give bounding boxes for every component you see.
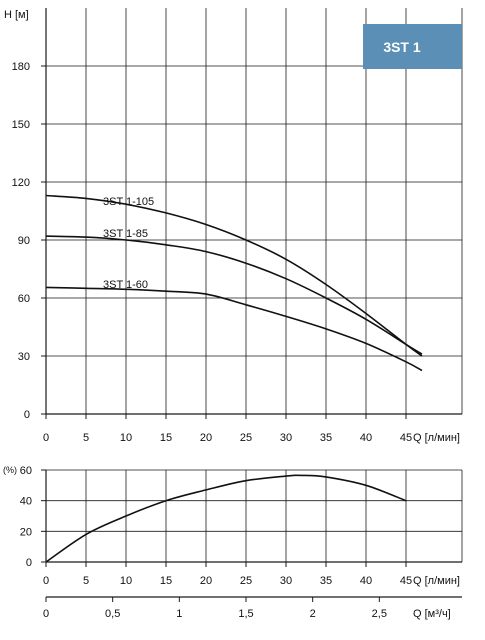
head-curve-label: 3ST 1-85	[103, 228, 148, 240]
head-curve-line	[45, 286, 423, 372]
head-x-tick-label: 25	[240, 432, 252, 444]
efficiency-x-tick-label: 20	[200, 575, 212, 587]
head-curve-label: 3ST 1-60	[103, 279, 148, 291]
head-x-axis-label: Q [л/мин]	[413, 432, 460, 444]
flow-m3h-axis-label: Q [м³/ч]	[413, 608, 451, 620]
flow-m3h-tick-label: 0	[43, 608, 49, 620]
head-x-tick-label: 0	[43, 432, 49, 444]
head-y-tick-label: 30	[18, 351, 30, 363]
efficiency-x-tick-label: 25	[240, 575, 252, 587]
head-curve-line	[45, 194, 423, 357]
efficiency-x-tick-label: 0	[43, 575, 49, 587]
head-curves	[45, 194, 423, 372]
efficiency-chart-grid	[45, 469, 463, 563]
efficiency-y-tick-label: 20	[20, 526, 32, 538]
efficiency-x-tick-label: 30	[280, 575, 292, 587]
efficiency-x-tick-label: 15	[160, 575, 172, 587]
efficiency-y-tick-label: 60	[20, 465, 32, 477]
flow-m3h-axis: 0 0,5 1 1,5 2 2,5 Q [м³/ч]	[43, 596, 462, 620]
head-y-tick-label: 0	[24, 409, 30, 421]
head-y-tick-label: 90	[18, 235, 30, 247]
head-x-tick-label: 5	[83, 432, 89, 444]
efficiency-x-tick-label: 10	[120, 575, 132, 587]
head-y-tick-label: 150	[12, 119, 30, 131]
head-x-tick-label: 35	[320, 432, 332, 444]
head-y-tick-label: 120	[12, 177, 30, 189]
head-x-tick-label: 45	[400, 432, 412, 444]
head-curve-label: 3ST 1-105	[103, 196, 154, 208]
efficiency-curve	[45, 474, 407, 563]
flow-m3h-tick-label: 1	[176, 608, 182, 620]
efficiency-x-tick-label: 5	[83, 575, 89, 587]
efficiency-x-axis-label: Q [л/мин]	[413, 575, 460, 587]
head-y-tick-label: 180	[12, 61, 30, 73]
head-x-tick-label: 20	[200, 432, 212, 444]
efficiency-y-tick-label: 0	[26, 557, 32, 569]
flow-m3h-tick-label: 0,5	[105, 608, 120, 620]
efficiency-x-tick-label: 45	[400, 575, 412, 587]
flow-m3h-tick-label: 2,5	[372, 608, 387, 620]
model-badge: 3ST 1	[363, 24, 462, 69]
head-x-tick-label: 15	[160, 432, 172, 444]
head-chart-axes: 0 5 10 15 20 25 30 35 40 45 0 30 60 90 120 150 180 H [м] Q…	[4, 8, 462, 444]
head-y-tick-label: 60	[18, 293, 30, 305]
efficiency-y-axis-label: (%)	[3, 465, 17, 475]
flow-m3h-tick-label: 1,5	[238, 608, 253, 620]
head-curve-labels: 3ST 1-105 3ST 1-85 3ST 1-60	[103, 196, 154, 291]
model-badge-label: 3ST 1	[383, 39, 421, 55]
efficiency-chart-axes: 0 5 10 15 20 25 30 35 40 45 0 20 40 60(%) Q [л/мин]	[3, 465, 462, 587]
efficiency-curve-line	[45, 474, 407, 563]
head-x-tick-label: 40	[360, 432, 372, 444]
flow-m3h-tick-label: 2	[310, 608, 316, 620]
head-x-tick-label: 30	[280, 432, 292, 444]
efficiency-x-tick-label: 35	[320, 575, 332, 587]
head-x-tick-label: 10	[120, 432, 132, 444]
head-y-axis-label: H [м]	[4, 9, 29, 21]
head-curve-line	[45, 235, 423, 355]
efficiency-y-tick-label: 40	[20, 496, 32, 508]
efficiency-x-tick-label: 40	[360, 575, 372, 587]
